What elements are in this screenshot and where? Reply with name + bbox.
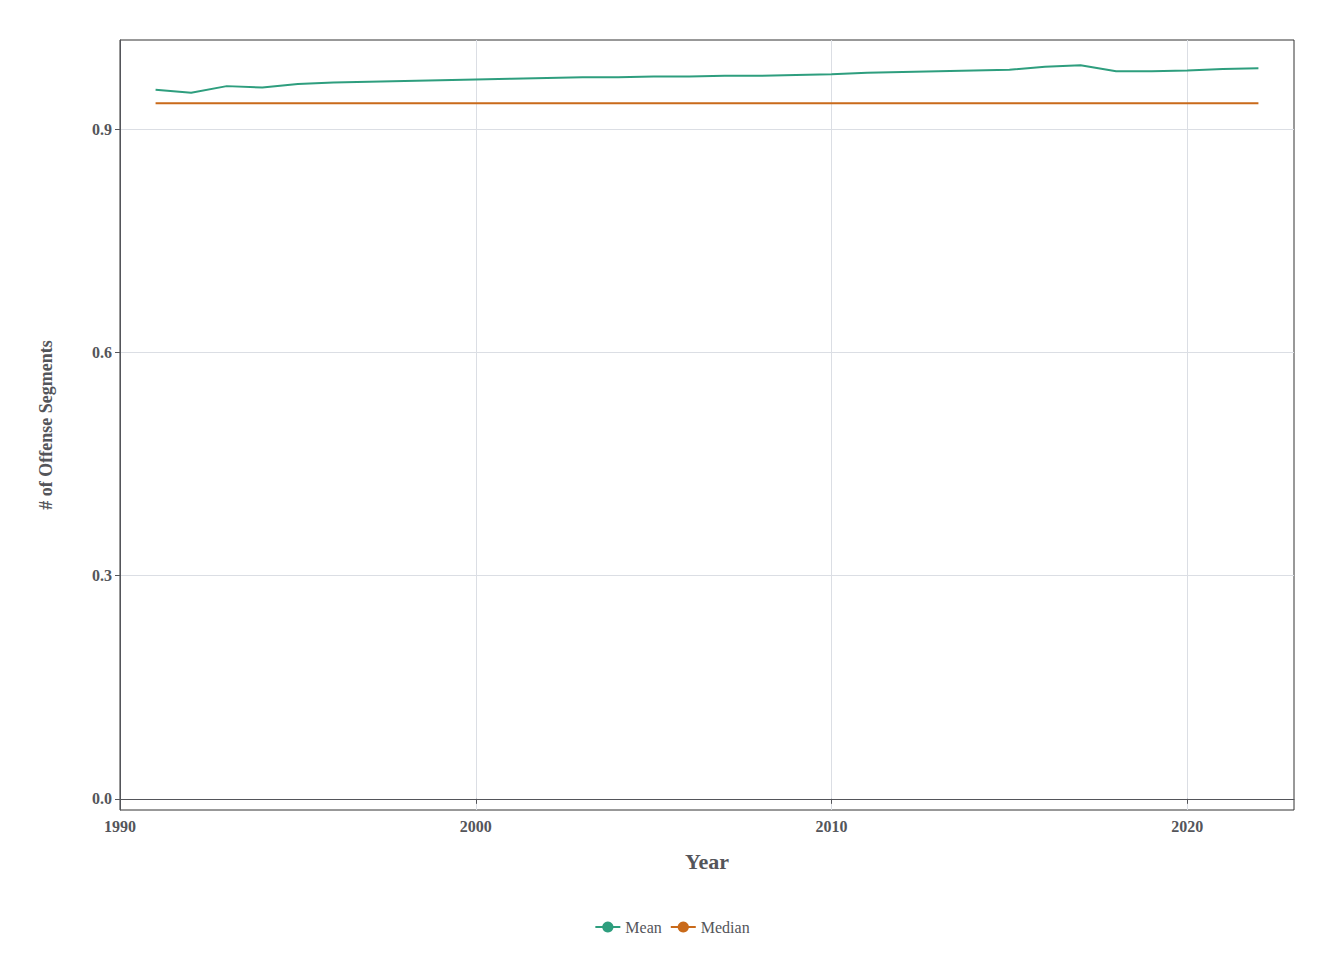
svg-text:Median: Median	[701, 919, 750, 936]
svg-text:2010: 2010	[816, 818, 848, 835]
svg-text:Year: Year	[685, 849, 729, 874]
svg-text:0.6: 0.6	[92, 344, 112, 361]
svg-text:# of Offense Segments: # of Offense Segments	[36, 340, 56, 509]
svg-text:0.9: 0.9	[92, 121, 112, 138]
svg-text:0.3: 0.3	[92, 567, 112, 584]
svg-text:2000: 2000	[460, 818, 492, 835]
svg-text:0.0: 0.0	[92, 790, 112, 807]
svg-text:1990: 1990	[104, 818, 136, 835]
svg-text:2020: 2020	[1171, 818, 1203, 835]
svg-text:Mean: Mean	[625, 919, 661, 936]
